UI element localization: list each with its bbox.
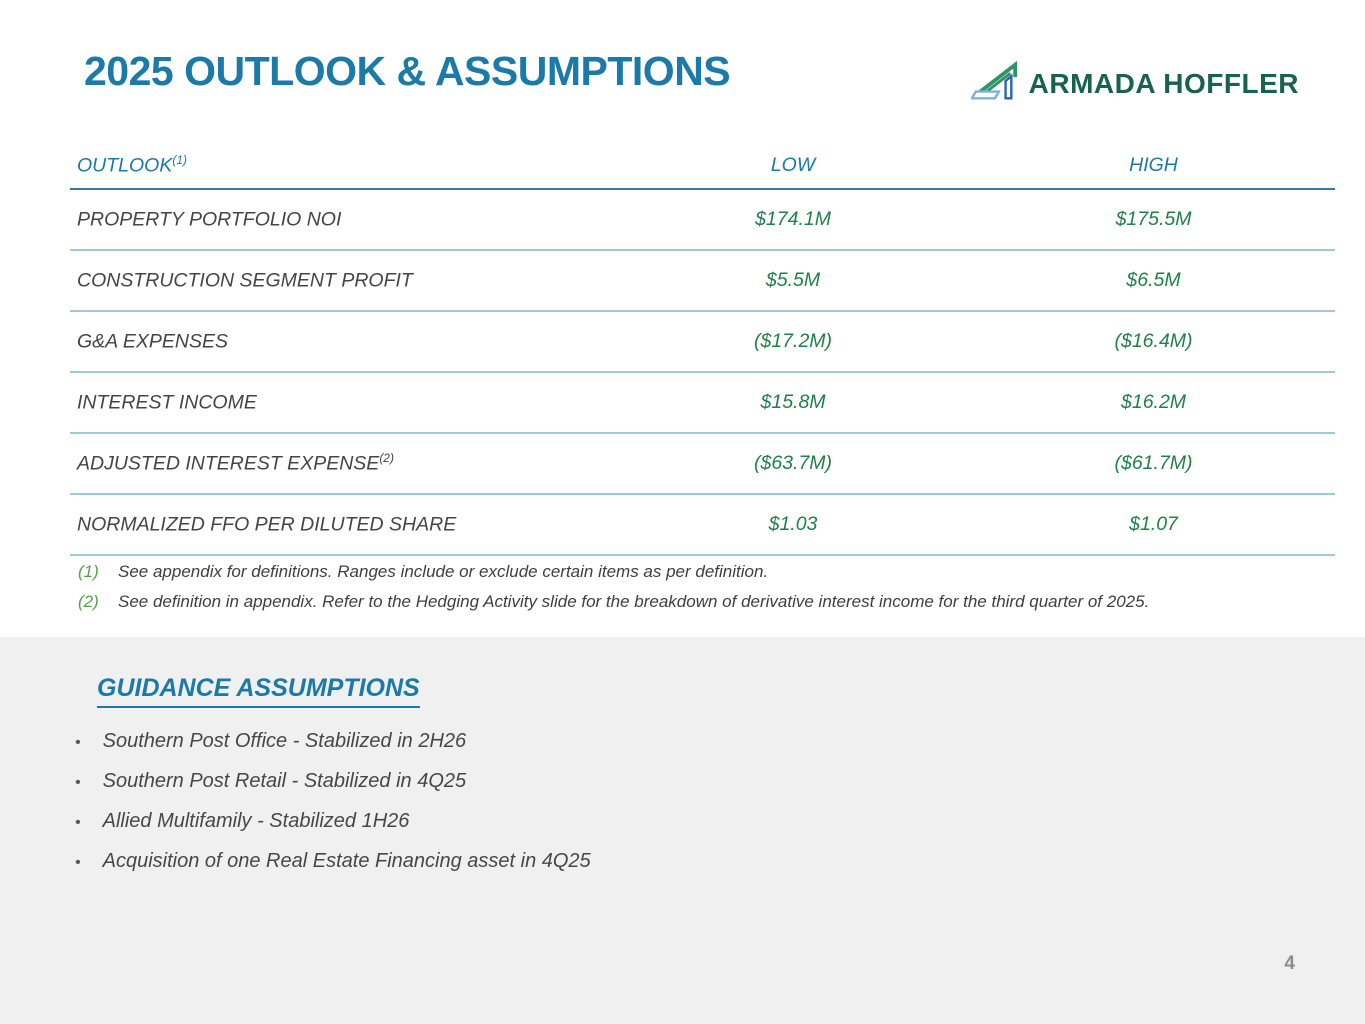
- table-row: CONSTRUCTION SEGMENT PROFIT $5.5M $6.5M: [70, 251, 1335, 312]
- guidance-bullet-list: • Southern Post Office - Stabilized in 2H…: [75, 730, 591, 890]
- page-number: 4: [1284, 953, 1295, 974]
- row-label: G&A EXPENSES: [77, 330, 229, 353]
- footnote-marker: (1): [78, 562, 99, 581]
- row-high-value: $6.5M: [1126, 269, 1181, 291]
- footnote-ref-2: (2): [379, 451, 394, 466]
- bullet-dot: •: [75, 774, 81, 791]
- footnote-text: See definition in appendix. Refer to the…: [118, 592, 1150, 611]
- row-label: NORMALIZED FFO PER DILUTED SHARE: [77, 513, 457, 536]
- row-low-value: $15.8M: [760, 391, 826, 413]
- row-label: PROPERTY PORTFOLIO NOI: [77, 208, 342, 231]
- row-label: INTEREST INCOME: [77, 391, 257, 414]
- row-low-value: ($63.7M): [754, 452, 833, 474]
- row-label: CONSTRUCTION SEGMENT PROFIT: [77, 269, 413, 292]
- bullet-text: Acquisition of one Real Estate Financing…: [102, 850, 591, 872]
- row-low-value: $1.03: [768, 513, 818, 535]
- company-logo-text: ARMADA HOFFLER: [1028, 67, 1299, 99]
- table-row: PROPERTY PORTFOLIO NOI $174.1M $175.5M: [70, 190, 1335, 251]
- table-row: NORMALIZED FFO PER DILUTED SHARE $1.03 $…: [70, 495, 1335, 556]
- bullet-text: Southern Post Office - Stabilized in 2H2…: [102, 730, 467, 752]
- bullet-text: Southern Post Retail - Stabilized in 4Q2…: [102, 770, 467, 792]
- bullet-text: Allied Multifamily - Stabilized 1H26: [102, 810, 410, 832]
- table-header-row: OUTLOOK(1) LOW HIGH: [70, 142, 1335, 190]
- table-header-high: HIGH: [1129, 153, 1178, 176]
- row-low-value: $5.5M: [765, 269, 821, 291]
- armada-hoffler-sail-icon: [969, 60, 1019, 107]
- row-high-value: $16.2M: [1121, 391, 1187, 413]
- footnote-text: See appendix for definitions. Ranges inc…: [118, 562, 769, 581]
- row-high-value: $175.5M: [1115, 208, 1192, 230]
- guidance-section-background: [0, 637, 1365, 1024]
- row-low-value: ($17.2M): [754, 330, 833, 352]
- row-high-value: $1.07: [1129, 513, 1178, 535]
- bullet-dot: •: [75, 854, 81, 871]
- footnote-1: (1) See appendix for definitions. Ranges…: [78, 557, 1149, 587]
- table-header-low: LOW: [770, 153, 816, 176]
- page-title: 2025 OUTLOOK & ASSUMPTIONS: [84, 48, 731, 94]
- row-high-value: ($16.4M): [1114, 330, 1193, 352]
- company-logo: ARMADA HOFFLER: [969, 60, 1299, 107]
- footnote-2: (2) See definition in appendix. Refer to…: [78, 587, 1149, 617]
- list-item: • Allied Multifamily - Stabilized 1H26: [75, 810, 591, 850]
- footnotes: (1) See appendix for definitions. Ranges…: [78, 557, 1149, 617]
- list-item: • Southern Post Retail - Stabilized in 4Q…: [75, 770, 591, 810]
- list-item: • Southern Post Office - Stabilized in 2H…: [75, 730, 591, 770]
- bullet-dot: •: [75, 734, 81, 751]
- footnote-marker: (2): [78, 592, 99, 611]
- table-row: G&A EXPENSES ($17.2M) ($16.4M): [70, 312, 1335, 373]
- row-label: ADJUSTED INTEREST EXPENSE: [77, 452, 380, 475]
- row-high-value: ($61.7M): [1114, 452, 1193, 474]
- table-row: ADJUSTED INTEREST EXPENSE(2) ($63.7M) ($…: [70, 434, 1335, 495]
- footnote-ref-1: (1): [172, 152, 188, 167]
- table-header-outlook: OUTLOOK(1): [77, 152, 188, 177]
- outlook-table: OUTLOOK(1) LOW HIGH PROPERTY PORTFOLIO N…: [70, 142, 1335, 556]
- bullet-dot: •: [75, 814, 81, 831]
- guidance-heading: GUIDANCE ASSUMPTIONS: [97, 674, 420, 708]
- list-item: • Acquisition of one Real Estate Financin…: [75, 850, 591, 890]
- table-row: INTEREST INCOME $15.8M $16.2M: [70, 373, 1335, 434]
- row-low-value: $174.1M: [755, 208, 831, 230]
